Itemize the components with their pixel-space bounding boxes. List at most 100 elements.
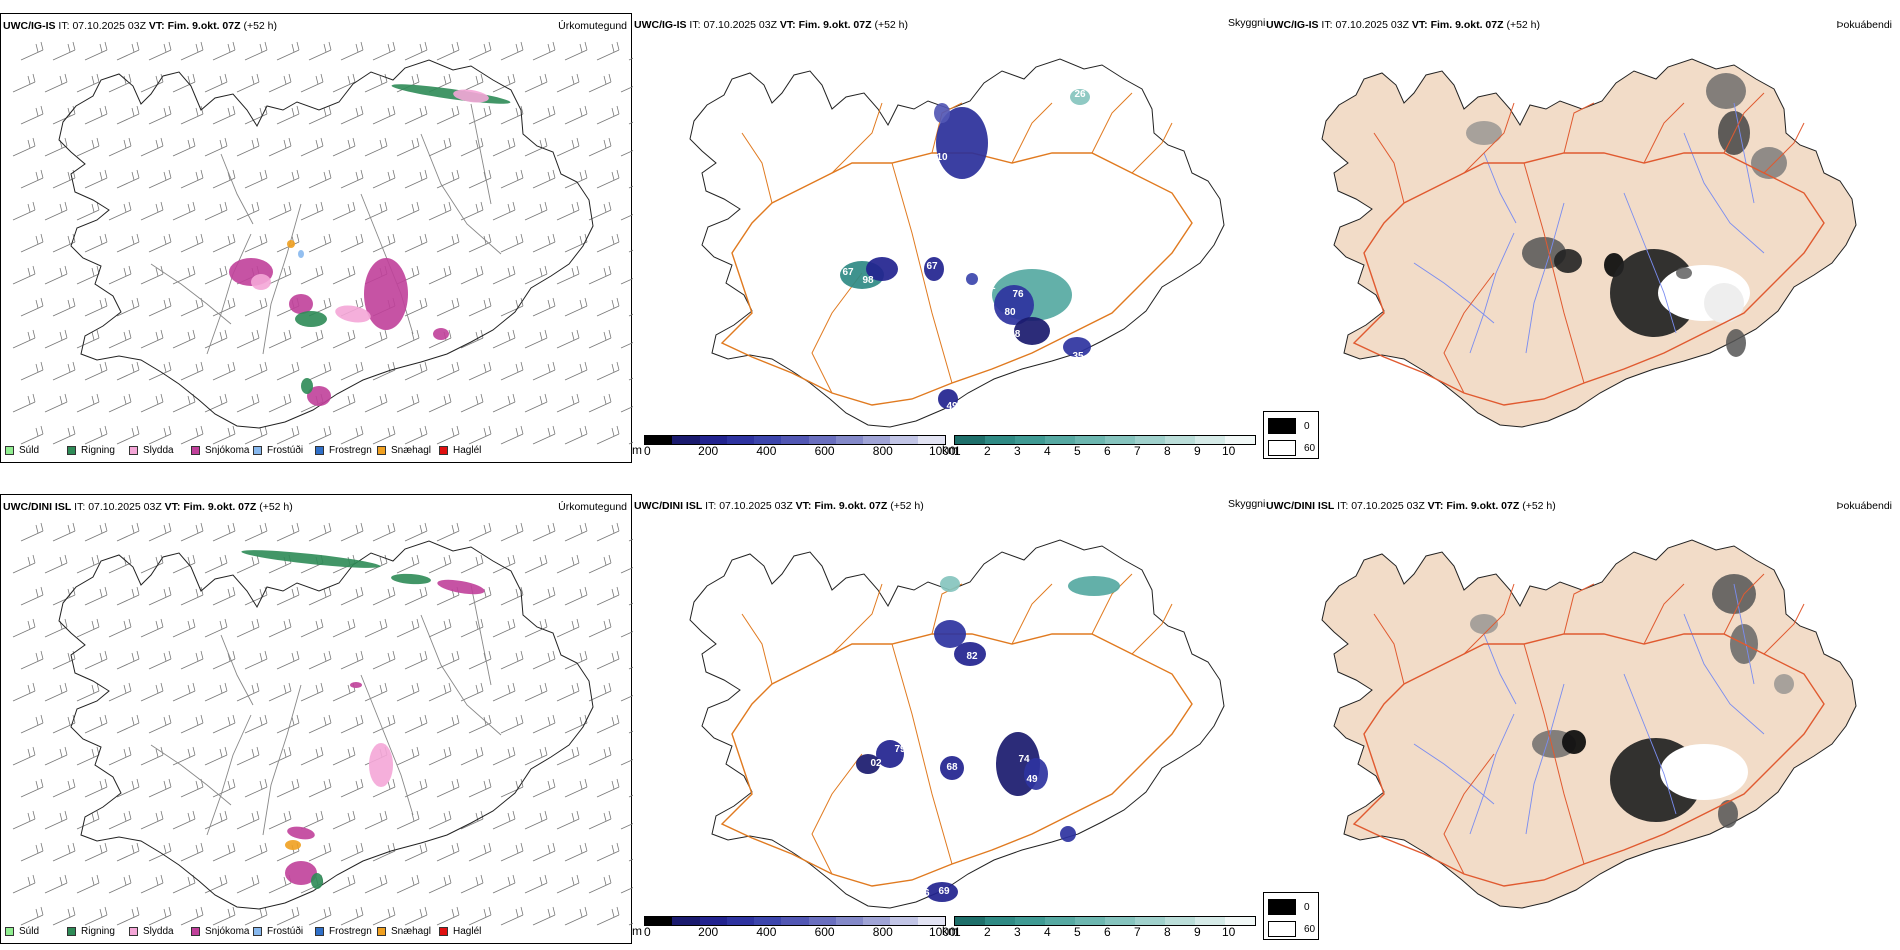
colorbar-cell — [645, 917, 673, 925]
colorbar-cell — [955, 436, 985, 444]
road-network — [720, 573, 1193, 887]
fog-legend-item: 0 — [1268, 899, 1310, 915]
visibility-label: 98 — [862, 275, 874, 286]
colorbar-cell — [1045, 436, 1075, 444]
colorbar-cell — [863, 917, 891, 925]
colorbar-tick: 7 — [1133, 925, 1141, 939]
colorbar-tick: 3 — [1013, 444, 1021, 458]
panel-title: Þokuábendi — [1836, 500, 1892, 512]
visibility-panel-row1: UWC/IG-IS IT: 07.10.2025 03Z VT: Fim. 9.… — [632, 13, 1265, 463]
visibility-label: 69 — [938, 886, 950, 897]
colorbar-cell — [781, 436, 809, 444]
colorbar-tick: 5 — [1073, 925, 1081, 939]
river-lines — [150, 103, 502, 355]
colorbar-tick: 600 — [814, 444, 835, 458]
precip-areas — [241, 550, 485, 889]
colorbar-cell — [955, 917, 985, 925]
precip-areas — [229, 84, 511, 406]
visibility-label: 67 — [926, 261, 938, 272]
colorbar-cell — [1105, 436, 1135, 444]
precip-legend-item: Súld — [5, 445, 67, 456]
visibility-labels: 26 10 97 67 67 98 82 76 80 258 35 49 78 — [842, 89, 1086, 414]
river-lines — [1413, 102, 1765, 354]
legend-label: Slydda — [143, 926, 174, 937]
visibility-label: 97 — [960, 185, 972, 196]
precip-type-panel-row2: UWC/DINI ISL IT: 07.10.2025 03Z VT: Fim.… — [0, 494, 633, 944]
colorbar-cell — [754, 917, 782, 925]
colorbar-cell — [835, 917, 864, 925]
legend-label: Snæhagl — [391, 926, 432, 937]
road-network — [1352, 573, 1825, 887]
colorbar-cell — [1135, 917, 1165, 925]
colorbar-tick: 6 — [1103, 925, 1111, 939]
legend-swatch — [1268, 440, 1296, 456]
precip-legend-item: Frostregn — [315, 445, 377, 456]
iceland-coastline — [58, 540, 594, 910]
legend-label: Frostregn — [329, 926, 372, 937]
colorbar-cell — [699, 917, 727, 925]
colorbar-tick: 2 — [983, 444, 991, 458]
visibility-label: 76 — [1012, 289, 1024, 300]
colorbar-cell — [754, 436, 782, 444]
colorbar-tick: 1 — [953, 444, 961, 458]
colorbar-tick: 3 — [1013, 925, 1021, 939]
visibility-label: 67 — [842, 267, 854, 278]
legend-label: Frostregn — [329, 445, 372, 456]
iceland-coastline — [689, 539, 1225, 909]
colorbar-tick: 200 — [698, 925, 719, 939]
legend-label: 60 — [1304, 442, 1316, 454]
colorbar-tick: 1000 — [928, 444, 956, 458]
colorbar-cell — [808, 917, 836, 925]
legend-label: Frostúði — [267, 445, 304, 456]
visibility-label: 82 — [966, 651, 978, 662]
colorbar-cell — [1225, 917, 1255, 925]
legend-label: Haglél — [453, 926, 482, 937]
legend-swatch — [315, 446, 324, 455]
precip-legend-item: Frostúði — [253, 445, 315, 456]
colorbar-cell — [1135, 436, 1165, 444]
visibility-label: 78 — [912, 403, 924, 414]
iceland-coastline — [1321, 58, 1857, 428]
legend-swatch — [5, 927, 14, 936]
colorbar-tick: 8 — [1163, 444, 1171, 458]
visibility-label: 10 — [936, 152, 948, 163]
legend-swatch — [129, 927, 138, 936]
panel-header: UWC/DINI ISL IT: 07.10.2025 03Z VT: Fim.… — [3, 501, 293, 513]
colorbar-cell — [1195, 917, 1225, 925]
panel-title: Úrkomutegund — [558, 20, 627, 32]
colorbar-tick: 10 — [1221, 444, 1236, 458]
legend-swatch — [439, 446, 448, 455]
visibility-label: 258 — [1004, 329, 1021, 340]
legend-label: 60 — [1304, 923, 1316, 935]
visibility-label: 49 — [1026, 774, 1038, 785]
panel-header: UWC/IG-IS IT: 07.10.2025 03Z VT: Fim. 9.… — [3, 20, 278, 32]
legend-swatch — [1268, 921, 1296, 937]
iceland-coastline — [58, 59, 594, 429]
precip-legend: Súld Rigning Slydda Snjókoma Frostúði Frostre… — [5, 445, 501, 456]
precip-legend-item: Slydda — [129, 445, 191, 456]
legend-swatch — [439, 927, 448, 936]
visibility-label: 82 — [984, 281, 996, 292]
precip-legend-item: Snjókoma — [191, 926, 253, 937]
precip-legend-item: Rigning — [67, 445, 129, 456]
fog-index-areas — [1470, 574, 1794, 828]
panel-header: UWC/IG-IS IT: 07.10.2025 03Z VT: Fim. 9.… — [1266, 19, 1541, 31]
colorbar-tick: 7 — [1133, 444, 1141, 458]
precip-type-map — [12, 41, 633, 445]
fog-legend: 0 60 — [1263, 411, 1319, 459]
colorbar-cell — [1195, 436, 1225, 444]
visibility-map: 26 10 97 67 67 98 82 76 80 258 35 49 78 — [689, 58, 1225, 428]
colorbar-tick: 0 — [643, 925, 651, 939]
visibility-m-colorbar: m 0 200 400 600 800 1000 — [632, 435, 956, 459]
precip-legend-item: Snæhagl — [377, 926, 439, 937]
legend-label: Snæhagl — [391, 445, 432, 456]
colorbar-cell — [699, 436, 727, 444]
legend-swatch — [377, 446, 386, 455]
wind-barbs — [12, 41, 633, 445]
legend-label: Súld — [19, 926, 40, 937]
colorbar-cell — [781, 917, 809, 925]
panel-header: UWC/DINI ISL IT: 07.10.2025 03Z VT: Fim.… — [634, 500, 924, 512]
colorbar-tick: 4 — [1043, 444, 1051, 458]
iceland-coastline — [1321, 539, 1857, 909]
colorbar-cell — [863, 436, 891, 444]
